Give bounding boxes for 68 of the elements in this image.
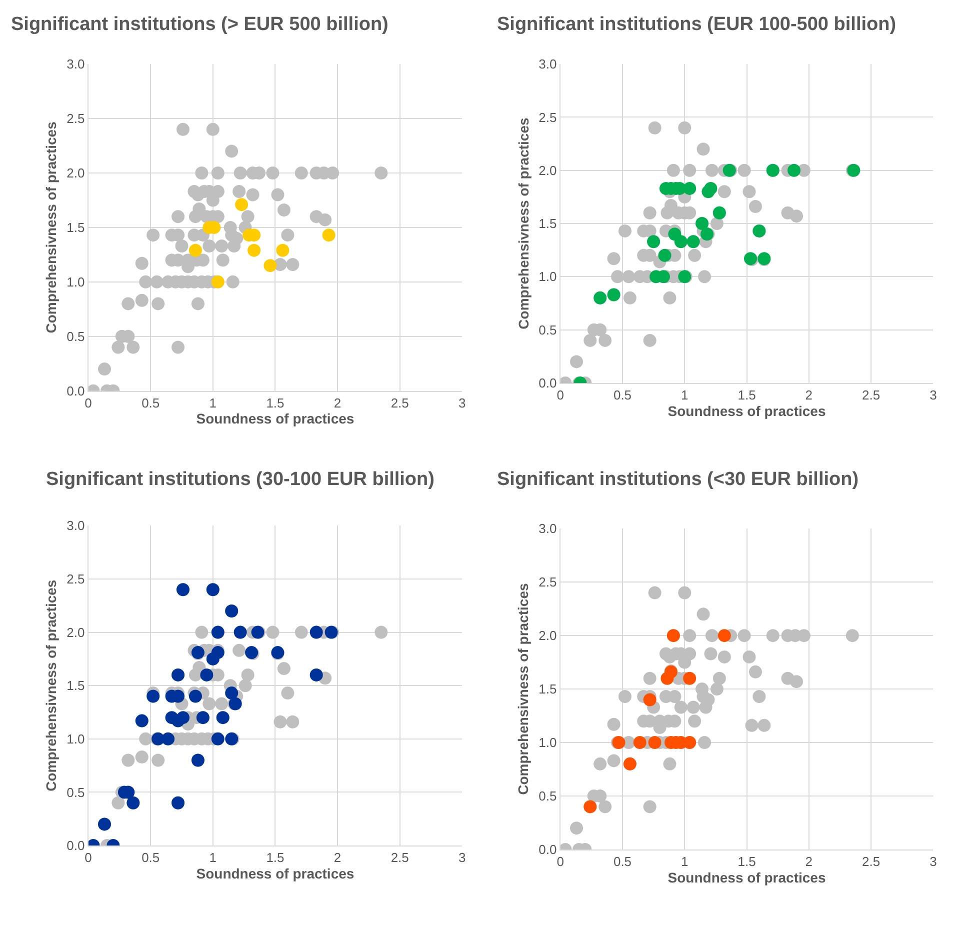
x-tick-label: 1.5 (738, 388, 756, 403)
y-axis-title: Comprehensivness of practices (43, 121, 60, 334)
x-axis-title: Soundness of practices (668, 402, 826, 419)
y-axis-title: Comprehensivness of practices (43, 580, 60, 792)
x-tick-label: 3 (930, 388, 937, 403)
y-tick-label: 1.5 (538, 216, 557, 232)
x-tick-label: 1.5 (738, 854, 756, 870)
x-tick-label: 1 (209, 850, 217, 866)
x-tick-label: 1.5 (266, 395, 284, 410)
y-tick-label: 2.0 (538, 628, 557, 644)
y-tick-label: 2.5 (66, 572, 85, 587)
x-tick-label: 0 (84, 395, 92, 410)
y-tick-label: 0.0 (538, 842, 557, 858)
y-tick-label: 0.0 (66, 383, 85, 398)
x-tick-label: 3 (458, 395, 466, 410)
y-tick-label: 0.5 (66, 328, 85, 344)
y-axis-title: Comprehensivness of practices (515, 117, 532, 330)
x-axis-title: Soundness of practices (196, 410, 354, 427)
y-tick-label: 1.5 (66, 220, 85, 236)
x-tick-label: 0 (556, 854, 564, 870)
y-tick-label: 0.0 (66, 838, 85, 854)
x-tick-label: 3 (458, 850, 466, 866)
y-tick-label: 2.5 (538, 110, 557, 125)
chart-title: Significant institutions (> EUR 500 billion) (11, 14, 388, 35)
chart-title: Significant institutions (<30 EUR billion) (497, 469, 859, 490)
x-tick-label: 0.5 (142, 850, 160, 866)
x-tick-label: 1 (681, 854, 688, 870)
y-tick-label: 3.0 (66, 56, 85, 72)
x-tick-label: 2 (805, 388, 813, 403)
x-tick-label: 0 (556, 388, 564, 403)
y-tick-label: 1.5 (538, 682, 557, 697)
x-tick-label: 1 (209, 395, 217, 410)
x-tick-label: 0.5 (142, 395, 160, 410)
y-tick-label: 1.0 (538, 269, 557, 284)
y-tick-label: 0.5 (538, 788, 557, 804)
y-tick-label: 2.0 (66, 166, 85, 181)
x-tick-label: 0.5 (613, 854, 632, 870)
y-tick-label: 0.5 (66, 784, 85, 800)
x-tick-label: 2.5 (390, 850, 409, 866)
y-tick-label: 1.5 (66, 678, 85, 694)
x-tick-label: 2.5 (862, 854, 880, 870)
x-tick-label: 3 (930, 854, 937, 870)
y-tick-label: 1.0 (66, 731, 85, 746)
y-tick-label: 3.0 (538, 56, 557, 72)
x-tick-label: 2.5 (390, 395, 409, 410)
x-tick-label: 2 (334, 395, 342, 410)
y-tick-label: 3.0 (66, 518, 85, 534)
y-tick-label: 1.0 (538, 735, 557, 750)
x-axis-title: Soundness of practices (196, 865, 354, 882)
x-tick-label: 1.5 (266, 850, 284, 866)
x-axis-title: Soundness of practices (668, 869, 826, 886)
y-tick-label: 2.5 (538, 574, 557, 590)
x-tick-label: 0 (84, 850, 92, 866)
y-tick-label: 2.5 (66, 111, 85, 126)
y-tick-label: 0.5 (538, 322, 557, 338)
x-tick-label: 1 (681, 388, 688, 403)
chart-title: Significant institutions (EUR 100-500 billion) (497, 14, 896, 35)
y-tick-label: 2.0 (66, 624, 85, 640)
y-tick-label: 0.0 (538, 376, 557, 391)
y-tick-label: 2.0 (538, 162, 557, 178)
chart-title: Significant institutions (30-100 EUR billion) (46, 469, 434, 490)
x-tick-label: 2 (805, 854, 813, 870)
x-tick-label: 0.5 (613, 388, 632, 403)
x-tick-label: 2 (334, 850, 342, 866)
y-tick-label: 3.0 (538, 521, 557, 536)
x-tick-label: 2.5 (862, 388, 880, 403)
y-tick-label: 1.0 (66, 274, 85, 290)
y-axis-title: Comprehensivness of practices (515, 583, 532, 795)
